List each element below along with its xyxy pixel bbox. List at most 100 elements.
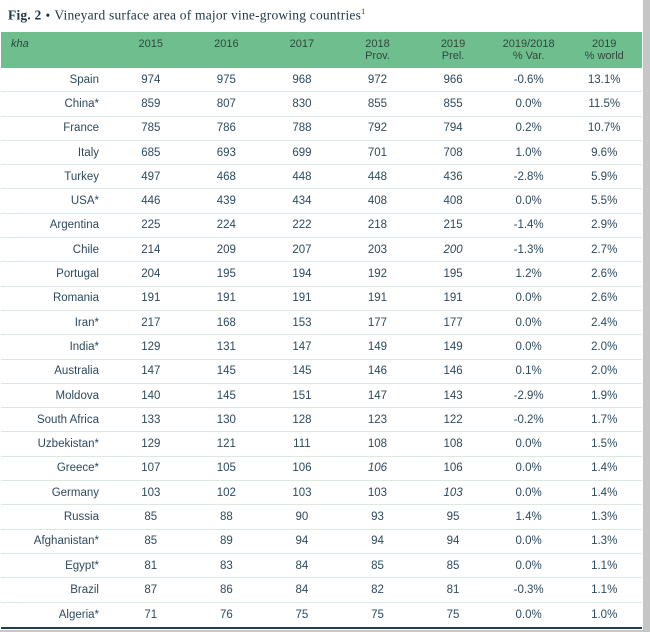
value-cell: 133 — [141, 413, 161, 426]
value-cell: 1.4% — [591, 486, 618, 499]
country-name: Australia — [54, 365, 99, 378]
value-cell: 95 — [446, 510, 460, 523]
value-cell: 2.6% — [591, 268, 618, 281]
table-header-row: kha 2015 2016 2017 2018 Prov. 2019 Prel. 2019/20… — [1, 32, 642, 68]
value-cell: 1.9% — [591, 389, 618, 402]
value-cell: 94 — [371, 535, 384, 548]
value-cell: 436 — [443, 170, 463, 183]
country-name: Moldova — [55, 389, 99, 402]
value-cell: 203 — [367, 243, 388, 256]
value-cell: 1.1% — [591, 583, 618, 596]
value-cell: 107 — [141, 462, 161, 475]
value-cell: 121 — [216, 438, 236, 451]
value-cell: 103 — [443, 486, 463, 499]
value-cell: 214 — [141, 243, 161, 256]
value-cell: 9.6% — [591, 146, 618, 159]
country-name: Brazil — [70, 583, 99, 596]
value-cell: 5.5% — [591, 195, 618, 208]
value-cell: 968 — [292, 73, 312, 86]
country-name: Russia — [63, 510, 99, 523]
value-cell: 191 — [367, 292, 388, 305]
value-cell: 708 — [443, 146, 463, 159]
value-cell: 123 — [367, 413, 388, 426]
value-cell: 83 — [219, 559, 233, 572]
value-cell: 218 — [367, 219, 388, 232]
value-cell: 788 — [292, 122, 312, 135]
value-cell: 785 — [141, 122, 161, 135]
value-cell: 11.5% — [588, 97, 621, 110]
value-cell: 177 — [443, 316, 463, 329]
value-cell: 71 — [144, 608, 158, 621]
value-cell: 5.9% — [591, 170, 618, 183]
value-cell: 75 — [371, 608, 384, 621]
value-cell: 1.3% — [591, 510, 618, 523]
value-cell: 75 — [446, 608, 460, 621]
value-cell: 102 — [216, 486, 236, 499]
value-cell: 1.1% — [591, 559, 618, 572]
value-cell: 448 — [367, 170, 388, 183]
value-cell: 0.0% — [515, 340, 542, 353]
figure-number: Fig. 2 — [8, 7, 42, 23]
value-cell: 147 — [367, 389, 388, 402]
value-cell: 207 — [292, 243, 312, 256]
caption-bullet-icon: • — [45, 7, 51, 23]
value-cell: 2.0% — [591, 340, 618, 353]
value-cell: 685 — [141, 146, 161, 159]
value-cell: -0.6% — [513, 73, 544, 86]
table-row: Brazil 87 86 84 82 81 -0.3% 1.1% — [1, 578, 642, 603]
table-row: South Africa 133 130 128 123 122 -0.2% 1.7% — [1, 408, 642, 433]
value-cell: 408 — [443, 195, 463, 208]
value-cell: 966 — [443, 73, 463, 86]
value-cell: 145 — [216, 389, 236, 402]
value-cell: 224 — [216, 219, 236, 232]
value-cell: 130 — [216, 413, 236, 426]
country-name: Italy — [77, 146, 99, 159]
value-cell: 699 — [292, 146, 312, 159]
value-cell: 0.0% — [515, 486, 542, 499]
value-cell: 93 — [371, 510, 384, 523]
column-header: 2017 — [289, 38, 315, 50]
value-cell: 75 — [295, 608, 309, 621]
value-cell: 85 — [446, 559, 460, 572]
value-cell: 94 — [295, 535, 309, 548]
value-cell: 807 — [216, 97, 236, 110]
table-row: India* 129 131 147 149 149 0.0% 2.0% — [1, 335, 642, 360]
table-row: Iran* 217 168 153 177 177 0.0% 2.4% — [1, 311, 642, 336]
value-cell: 143 — [443, 389, 463, 402]
value-cell: 792 — [367, 122, 388, 135]
value-cell: 168 — [216, 316, 236, 329]
value-cell: 128 — [292, 413, 312, 426]
table-row: China* 859 807 830 855 855 0.0% 11.5% — [1, 92, 642, 117]
value-cell: -2.9% — [513, 389, 544, 402]
table-row: Italy 685 693 699 701 708 1.0% 9.6% — [1, 141, 642, 166]
table-row: Turkey 497 468 448 448 436 -2.8% 5.9% — [1, 165, 642, 190]
value-cell: 217 — [141, 316, 161, 329]
value-cell: 76 — [219, 608, 233, 621]
value-cell: 10.7% — [587, 122, 621, 135]
value-cell: -1.3% — [513, 243, 544, 256]
country-name: Turkey — [64, 170, 99, 183]
value-cell: 434 — [292, 195, 312, 208]
value-cell: 149 — [367, 340, 388, 353]
value-cell: 830 — [292, 97, 312, 110]
value-cell: 1.3% — [591, 535, 618, 548]
value-cell: 0.0% — [515, 316, 542, 329]
value-cell: 222 — [292, 219, 312, 232]
value-cell: 85 — [144, 510, 158, 523]
value-cell: 2.6% — [591, 292, 618, 305]
value-cell: 105 — [216, 462, 236, 475]
value-cell: 701 — [367, 146, 388, 159]
table-row: Egypt* 81 83 84 85 85 0.0% 1.1% — [1, 554, 642, 579]
value-cell: 192 — [367, 268, 388, 281]
value-cell: 194 — [292, 268, 312, 281]
value-cell: 13.1% — [587, 73, 621, 86]
value-cell: 149 — [443, 340, 463, 353]
value-cell: 153 — [292, 316, 312, 329]
value-cell: 81 — [144, 559, 158, 572]
value-cell: 974 — [141, 73, 161, 86]
value-cell: 859 — [141, 97, 161, 110]
value-cell: 468 — [216, 170, 236, 183]
table-row: Spain 974 975 968 972 966 -0.6% 13.1% — [1, 68, 642, 93]
country-name: Portugal — [56, 268, 99, 281]
table-body: Spain 974 975 968 972 966 -0.6% 13.1% China* 859 8… — [1, 68, 642, 629]
